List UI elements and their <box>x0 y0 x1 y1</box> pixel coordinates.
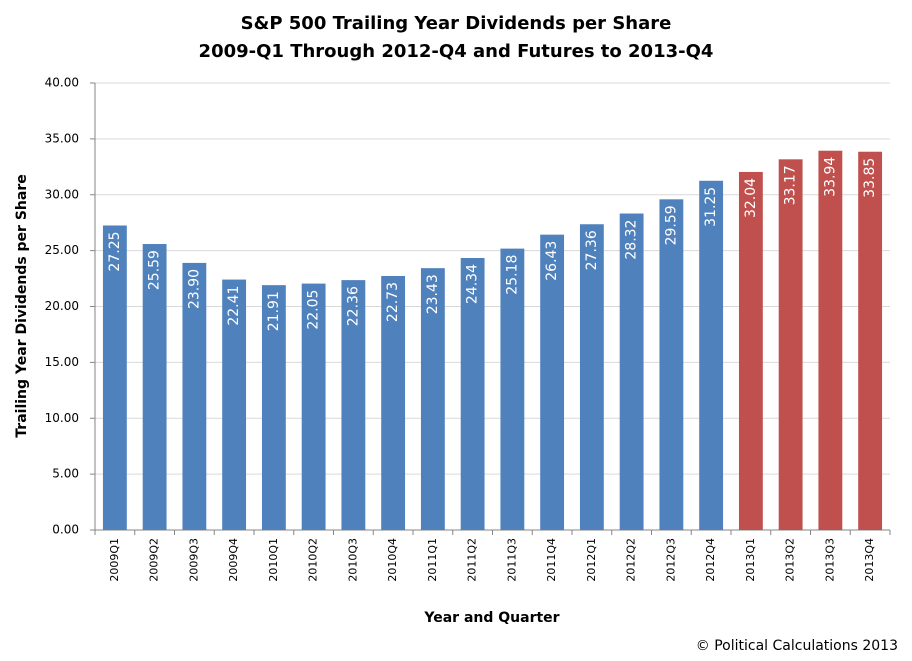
value-label: 22.73 <box>385 282 401 322</box>
bar <box>222 279 247 530</box>
bar <box>500 248 525 530</box>
y-tick-label: 30.00 <box>45 187 79 201</box>
value-label: 29.59 <box>663 205 679 245</box>
value-label: 22.36 <box>345 286 361 326</box>
value-label: 33.17 <box>783 165 799 205</box>
value-label: 23.90 <box>186 269 202 309</box>
bar <box>142 244 167 531</box>
bar <box>261 285 286 530</box>
x-tick-label: 2009Q3 <box>187 538 200 582</box>
value-label: 24.34 <box>465 264 481 304</box>
x-axis-label: Year and Quarter <box>423 610 559 626</box>
x-tick-label: 2010Q1 <box>267 538 280 582</box>
value-label: 27.36 <box>584 230 600 270</box>
value-label: 33.94 <box>822 157 838 197</box>
y-tick-label: 5.00 <box>52 467 79 481</box>
x-tick-label: 2010Q2 <box>307 538 320 582</box>
y-tick-label: 20.00 <box>45 299 79 313</box>
x-tick-label: 2009Q2 <box>148 538 161 582</box>
bar <box>619 213 644 531</box>
value-label: 25.59 <box>147 250 163 290</box>
x-tick-label: 2009Q1 <box>108 538 121 582</box>
bar <box>102 225 127 530</box>
x-tick-label: 2013Q4 <box>863 538 876 582</box>
bar <box>778 159 803 530</box>
bar <box>579 224 604 530</box>
value-label: 25.18 <box>504 255 520 295</box>
y-tick-label: 25.00 <box>45 243 79 257</box>
value-label: 23.43 <box>425 274 441 314</box>
x-tick-label: 2012Q2 <box>625 538 638 582</box>
x-tick-label: 2012Q1 <box>585 538 598 582</box>
bar <box>659 199 684 530</box>
value-label: 22.41 <box>226 286 242 326</box>
x-tick-label: 2012Q4 <box>704 538 717 582</box>
value-label: 26.43 <box>544 241 560 281</box>
value-label: 21.91 <box>266 291 282 331</box>
y-tick-label: 0.00 <box>52 523 79 537</box>
bar <box>460 258 485 530</box>
y-tick-label: 35.00 <box>45 131 79 145</box>
bar <box>182 262 207 530</box>
x-tick-label: 2013Q2 <box>784 538 797 582</box>
bar <box>341 280 366 530</box>
x-tick-label: 2013Q1 <box>744 538 757 582</box>
bar <box>301 283 326 530</box>
x-tick-label: 2010Q4 <box>386 538 399 582</box>
y-tick-label: 40.00 <box>45 76 79 90</box>
value-label: 27.25 <box>107 231 123 271</box>
bar <box>540 234 565 530</box>
x-tick-label: 2011Q1 <box>426 538 439 582</box>
x-tick-label: 2009Q4 <box>227 538 240 582</box>
x-tick-label: 2011Q4 <box>545 538 558 582</box>
value-label: 28.32 <box>624 220 640 260</box>
bar <box>738 171 763 530</box>
x-tick-label: 2013Q3 <box>823 538 836 582</box>
value-label: 31.25 <box>703 187 719 227</box>
bar <box>818 150 843 530</box>
chart-title: 2009-Q1 Through 2012-Q4 and Futures to 2… <box>199 41 714 62</box>
credit: © Political Calculations 2013 <box>696 638 898 654</box>
value-label: 33.85 <box>862 158 878 198</box>
x-tick-label: 2011Q3 <box>505 538 518 582</box>
bar <box>699 180 724 530</box>
y-tick-label: 15.00 <box>45 355 79 369</box>
x-tick-label: 2010Q3 <box>346 538 359 582</box>
value-label: 22.05 <box>306 290 322 330</box>
bar <box>420 268 445 530</box>
y-tick-label: 10.00 <box>45 411 79 425</box>
bar <box>858 151 883 530</box>
x-tick-label: 2011Q2 <box>466 538 479 582</box>
bar <box>381 275 406 530</box>
x-tick-label: 2012Q3 <box>664 538 677 582</box>
value-label: 32.04 <box>743 178 759 218</box>
y-axis-label: Trailing Year Dividends per Share <box>14 174 30 437</box>
chart-title: S&P 500 Trailing Year Dividends per Shar… <box>241 13 672 34</box>
